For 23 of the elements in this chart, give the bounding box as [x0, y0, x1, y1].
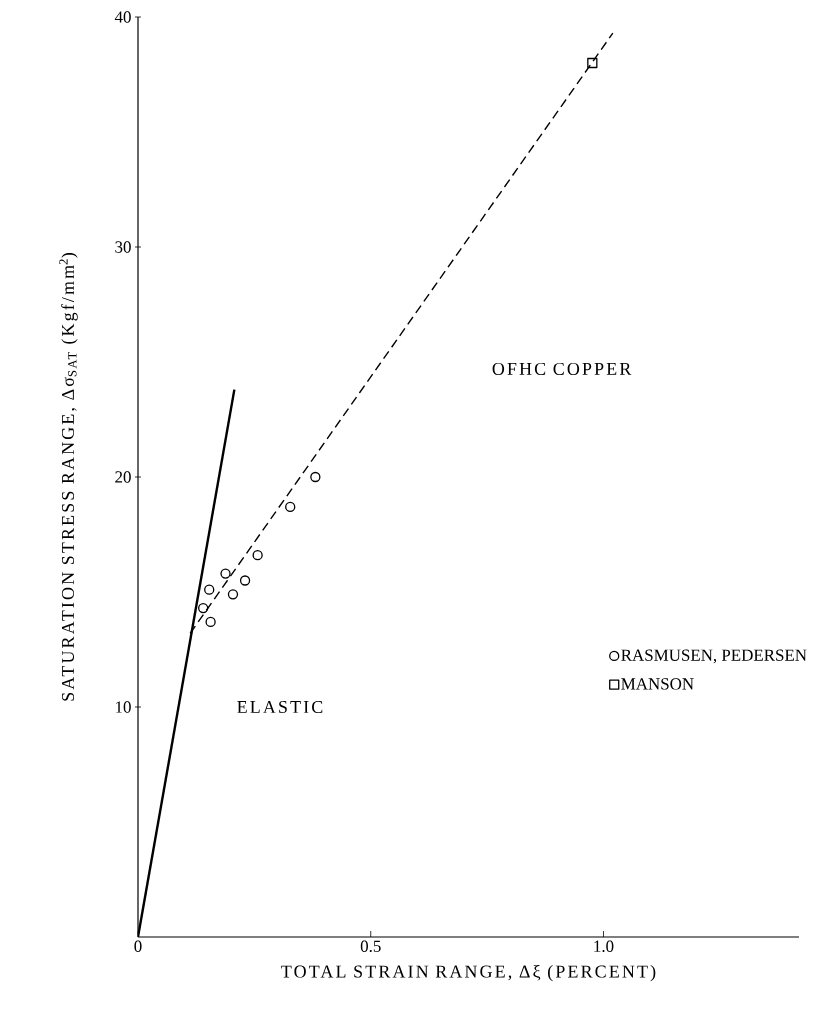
- annotation: OFHC COPPER: [492, 362, 632, 375]
- y-tick-label: 30: [115, 241, 131, 253]
- y-tick-label: 20: [115, 471, 131, 483]
- point: [239, 575, 251, 586]
- y-axis-title: SATURATION STRESS RANGE, Δσ$_{SAT}$ (Kgf/mm$^{2}$): [59, 252, 78, 701]
- x-tick-label: 0.5: [360, 940, 381, 953]
- point: [205, 616, 216, 628]
- x-tick-label: 1.0: [594, 940, 614, 953]
- point: [285, 501, 296, 513]
- legend-label: RASMUSEN, PEDERSEN: [621, 649, 807, 664]
- point: [227, 589, 239, 600]
- point: [198, 602, 209, 614]
- x-tick-label: 0: [134, 940, 142, 952]
- point: [587, 57, 598, 69]
- x-axis-title: TOTAL STRAIN RANGE, Δξ (PERCENT): [281, 964, 656, 982]
- legend-label: MANSON: [621, 678, 694, 690]
- point: [252, 550, 263, 561]
- point: [204, 584, 215, 595]
- y-tick-label: 40: [114, 11, 131, 23]
- point: [310, 471, 321, 483]
- point: [220, 568, 231, 579]
- y-tick-label: 10: [116, 701, 131, 713]
- annotation: ELASTIC: [237, 700, 323, 714]
